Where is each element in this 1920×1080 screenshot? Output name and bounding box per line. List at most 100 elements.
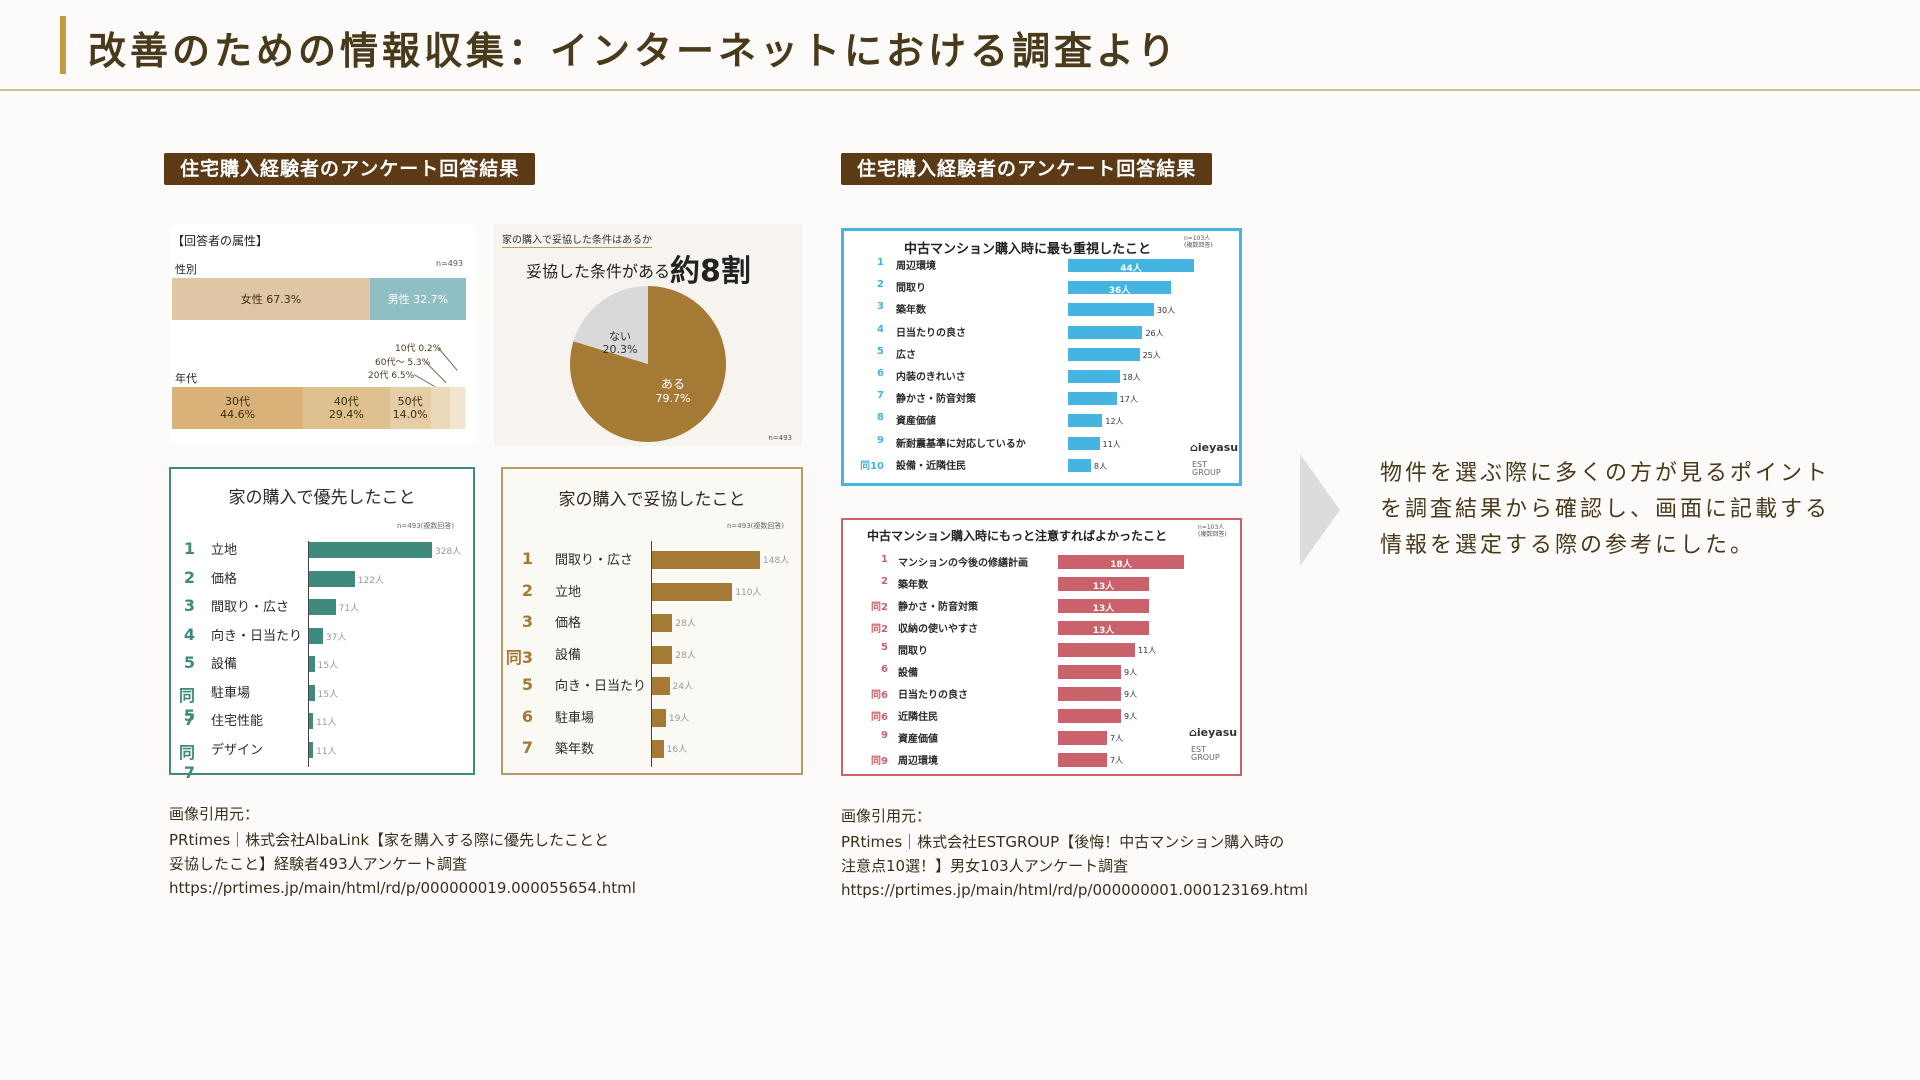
rank-number: 同7 [178, 742, 195, 782]
chart-bar [1068, 392, 1117, 406]
chart-bar [1068, 281, 1172, 295]
chart-bar [1058, 599, 1149, 613]
rank-label: 周辺環境 [896, 261, 936, 272]
chart-row: 同10 設備・近隣住民 8人 [844, 457, 1239, 473]
left-citation-line1: PRtimes｜株式会社AlbaLink【家を購入する際に優先したことと [169, 831, 610, 849]
rank-label: 内装のきれいさ [896, 372, 966, 383]
ieyasu-icon: ⌂ [1190, 441, 1198, 454]
chart-value-label: 328人 [435, 547, 462, 557]
left-citation-url: https://prtimes.jp/main/html/rd/p/000000… [169, 879, 636, 897]
chart-bar [652, 708, 666, 727]
rank-label: 駐車場 [211, 685, 251, 701]
chart-bar [1068, 325, 1143, 339]
chart-bar [652, 740, 664, 758]
chart-row: 1 立地 328人 [171, 539, 473, 561]
chart-row: 同2 収納の使いやすさ 13人 [843, 620, 1240, 636]
most-important-note: n=103人 (複数回答) [1184, 235, 1213, 249]
priority-note: n=493(複数回答) [397, 522, 455, 530]
chart-bar [1068, 259, 1194, 272]
chart-value-label: 13人 [1092, 626, 1115, 636]
chart-value-label: 30人 [1156, 306, 1176, 316]
chart-bar [1058, 687, 1121, 701]
chart-bar [652, 582, 733, 601]
rank-number: 1 [877, 257, 884, 268]
chart-value-label: 36人 [1108, 286, 1131, 297]
side-note-line2: を調査結果から確認し、画面に記載する [1380, 497, 1831, 522]
gender-label: 性別 [175, 263, 197, 276]
chart-row: 2 築年数 13人 [843, 576, 1240, 592]
age-label: 年代 [175, 372, 197, 385]
rank-number: 6 [881, 664, 888, 675]
side-note: 物件を選ぶ際に多くの方が見るポイント を調査結果から確認し、画面に記載する 情報… [1380, 456, 1830, 564]
chart-row: 2 価格 122人 [171, 568, 473, 590]
should-care-chart-panel: 中古マンション購入時にもっと注意すればよかったこと n=103人 (複数回答) … [841, 518, 1242, 776]
left-citation-label: 画像引用元： [169, 805, 260, 823]
age-50s-segment: 50代 14.0% [389, 387, 431, 429]
most-important-chart-panel: 中古マンション購入時に最も重視したこと n=103人 (複数回答) 1 周辺環境 4… [841, 228, 1242, 486]
rank-number: 7 [183, 710, 195, 729]
chart-bar [309, 570, 355, 587]
age-60s-segment [449, 387, 466, 429]
chart-row: 5 向き・日当たり 24人 [503, 675, 801, 697]
chart-bar [1058, 665, 1121, 679]
side-note-line3: 情報を選定する際の参考にした。 [1380, 533, 1756, 558]
rank-number: 2 [521, 580, 533, 600]
rank-number: 7 [877, 390, 884, 402]
rank-number: 2 [877, 279, 884, 291]
ieyasu-logo: ⌂ieyasu [1190, 441, 1239, 454]
age-20s-callout: 20代 6.5% [368, 371, 415, 381]
chart-row: 1 間取り・広さ 148人 [503, 549, 801, 571]
rank-label: 立地 [211, 543, 238, 558]
age-40s-segment: 40代 29.4% [303, 387, 390, 429]
chart-bar [1058, 577, 1149, 591]
rank-label: 収納の使いやすさ [898, 624, 978, 635]
chart-bar [1058, 621, 1149, 635]
rank-number: 4 [877, 323, 884, 335]
chart-value-label: 11人 [1102, 439, 1121, 449]
rank-number: 5 [183, 653, 195, 672]
ieyasu-icon: ⌂ [1189, 726, 1197, 739]
chart-value-label: 7人 [1110, 734, 1124, 743]
rank-label: 設備 [898, 668, 918, 679]
compromise-pie-panel: 家の購入で妥協した条件はあるか 妥協した条件がある 約8割 ある 79.7% な… [494, 224, 802, 446]
chart-bar [309, 713, 314, 729]
rank-number: 同2 [871, 624, 888, 635]
chart-bar [652, 551, 760, 569]
rank-label: 資産価値 [898, 734, 938, 745]
rank-label: 広さ [896, 349, 916, 361]
chevron-right-icon [1300, 454, 1340, 566]
most-important-title: 中古マンション購入時に最も重視したこと [904, 242, 1152, 257]
rank-label: 静かさ・防音対策 [898, 602, 978, 613]
chart-value-label: 18人 [1110, 560, 1132, 570]
should-care-note: n=103人 (複数回答) [1198, 524, 1227, 538]
age-30s-segment: 30代 44.6% [172, 387, 304, 429]
rank-number: 同9 [871, 756, 888, 767]
age-10s-segment [465, 387, 466, 429]
left-section-tag: 住宅購入経験者のアンケート回答結果 [164, 153, 536, 185]
rank-label: 日当たりの良さ [896, 327, 966, 339]
age-20s-segment [430, 387, 450, 429]
rank-number: 同6 [871, 690, 888, 701]
chart-row: 同5 駐車場 15人 [171, 682, 473, 725]
chart-bar [1058, 753, 1107, 767]
rank-number: 5 [877, 345, 884, 357]
chart-bar [309, 627, 323, 644]
chart-bar [1058, 643, 1135, 657]
callout-leader-60s [424, 361, 447, 384]
chart-bar [1058, 731, 1107, 745]
chart-bar [1068, 436, 1100, 450]
chart-value-label: 122人 [357, 575, 384, 586]
chart-row: 同3 設備 28人 [503, 644, 801, 667]
chart-value-label: 19人 [668, 713, 690, 724]
priority-title: 家の購入で優先したこと [228, 488, 416, 508]
chart-value-label: 110人 [735, 587, 762, 598]
callout-leader-10s [437, 347, 458, 371]
chart-row: 8 資産価値 12人 [844, 412, 1239, 428]
chart-value-label: 13人 [1092, 604, 1115, 614]
rank-label: 価格 [211, 571, 238, 587]
chart-value-label: 11人 [316, 718, 337, 728]
priority-axis [308, 541, 309, 767]
rank-label: デザイン [211, 742, 264, 758]
chart-row: 7 築年数 16人 [503, 738, 801, 760]
chart-bar [1068, 458, 1091, 472]
